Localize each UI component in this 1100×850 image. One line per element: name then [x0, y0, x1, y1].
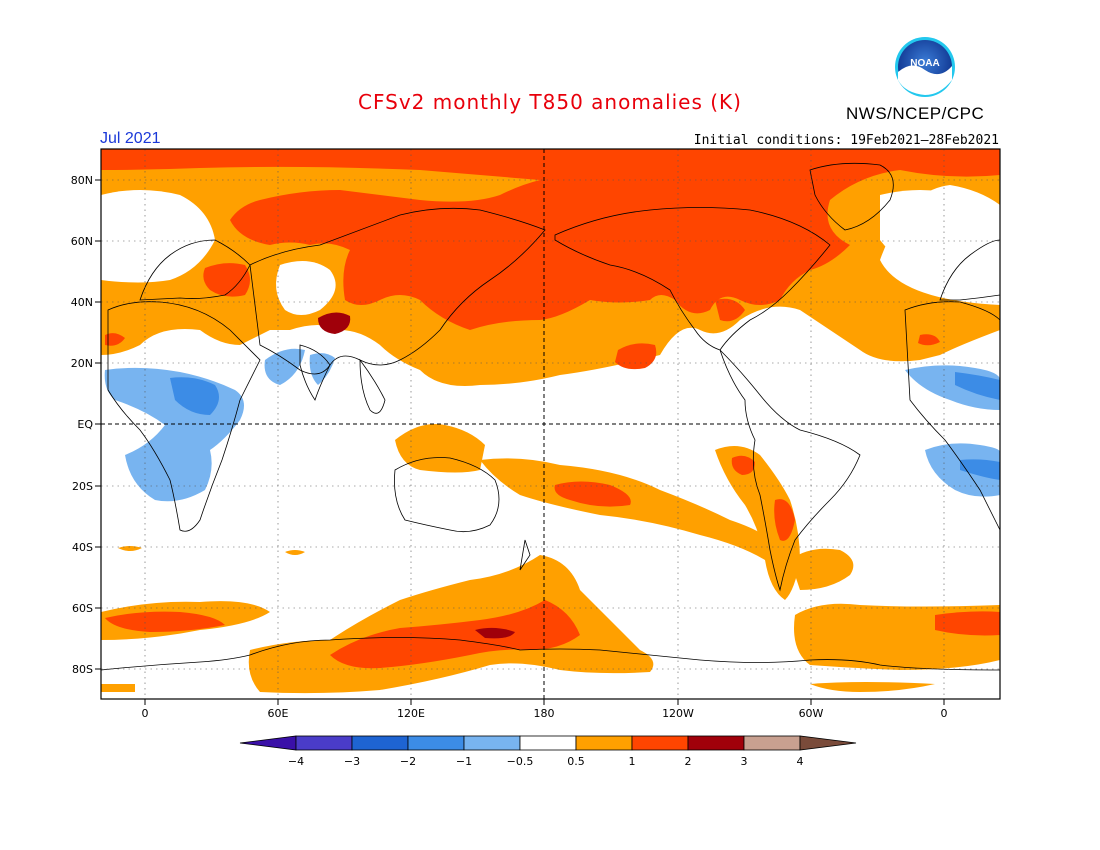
lat-tick: EQ [77, 418, 101, 431]
lat-tick-label: 20N [71, 357, 93, 370]
lat-tick: 20N [71, 357, 101, 370]
org-label: NWS/NCEP/CPC [846, 104, 985, 123]
lon-tick: 60E [268, 699, 289, 720]
lon-tick: 0 [142, 699, 149, 720]
lat-tick: 80S [72, 663, 101, 676]
colorbar-label: −2 [400, 755, 416, 768]
initial-conditions: Initial conditions: 19Feb2021–28Feb2021 [693, 133, 999, 148]
colorbar-swatch [351, 735, 409, 751]
chart-title: CFSv2 monthly T850 anomalies (K) [358, 90, 742, 114]
lat-tick: 40N [71, 296, 101, 309]
month-label: Jul 2021 [100, 130, 161, 147]
contour-2-3 [318, 312, 515, 639]
lat-tick-label: 80N [71, 174, 93, 187]
lat-tick-label: 60S [72, 602, 93, 615]
lon-tick: 0 [941, 699, 948, 720]
lat-tick: 80N [71, 174, 101, 187]
lat-tick-label: EQ [77, 418, 93, 431]
lon-tick: 120E [397, 699, 425, 720]
lat-tick-label: 80S [72, 663, 93, 676]
colorbar-label: −4 [288, 755, 304, 768]
lon-tick: 180 [534, 699, 555, 720]
lon-tick-label: 0 [941, 707, 948, 720]
colorbar-arrow-high [799, 735, 857, 751]
colorbar-swatch [463, 735, 521, 751]
lon-tick: 120W [662, 699, 694, 720]
lon-tick-label: 120E [397, 707, 425, 720]
lat-tick: 40S [72, 541, 101, 554]
colorbar-label: 4 [797, 755, 804, 768]
lon-tick: 60W [799, 699, 824, 720]
colorbar-label: −1 [456, 755, 472, 768]
lon-tick-label: 180 [534, 707, 555, 720]
colorbar-label: −3 [344, 755, 360, 768]
logo-text: NOAA [910, 58, 939, 69]
coastlines [101, 162, 1000, 699]
colorbar-swatch [407, 735, 465, 751]
lat-tick-label: 20S [72, 480, 93, 493]
lat-ticks: 80N 60N 40N 20N EQ 20S 40S 60S 80S [71, 174, 101, 676]
colorbar-label: −0.5 [507, 755, 534, 768]
anomaly-field [101, 149, 1000, 699]
lon-ticks: 0 60E 120E 180 120W 60W 0 [142, 699, 948, 720]
lon-tick-label: 60E [268, 707, 289, 720]
colorbar-swatch [519, 735, 577, 751]
lat-tick-label: 60N [71, 235, 93, 248]
lat-tick: 60S [72, 602, 101, 615]
colorbar-swatch [575, 735, 633, 751]
colorbar-label: 3 [741, 755, 748, 768]
lat-tick: 60N [71, 235, 101, 248]
reference-lines [101, 149, 1000, 699]
contour-1-2 [101, 149, 1000, 669]
lat-tick-label: 40S [72, 541, 93, 554]
lon-tick-label: 0 [142, 707, 149, 720]
colorbar-label: 0.5 [567, 755, 585, 768]
colorbar-label: 2 [685, 755, 692, 768]
lon-tick-label: 60W [799, 707, 824, 720]
colorbar: −4 −3 −2 −1 −0.5 0.5 1 2 3 4 [239, 735, 857, 768]
colorbar-swatch [295, 735, 353, 751]
colorbar-arrow-low [239, 735, 297, 751]
colorbar-swatch [631, 735, 689, 751]
contour-negative [104, 348, 1000, 502]
lon-tick-label: 120W [662, 707, 694, 720]
colorbar-label: 1 [629, 755, 636, 768]
colorbar-swatch [743, 735, 801, 751]
lat-tick: 20S [72, 480, 101, 493]
colorbar-swatch [687, 735, 745, 751]
lat-tick-label: 40N [71, 296, 93, 309]
noaa-logo-icon: NOAA [895, 37, 955, 97]
